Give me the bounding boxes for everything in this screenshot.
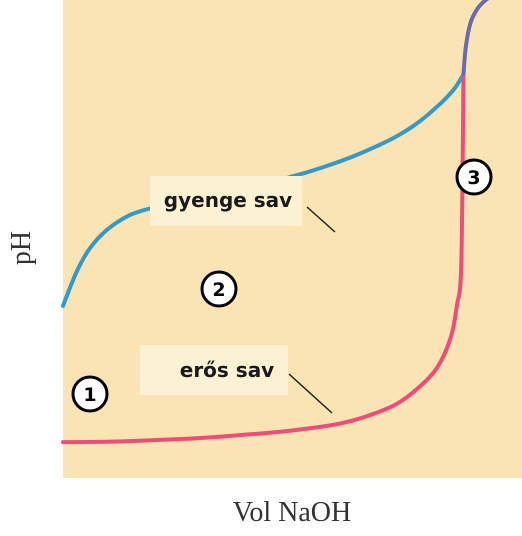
svg-text:2: 2 (212, 279, 225, 301)
plot-area (63, 0, 522, 478)
strong-acid-label-box (140, 345, 288, 395)
series-line-3 (461, 0, 490, 77)
series-line-2 (61, 72, 466, 445)
x-axis-label: Vol NaOH (233, 497, 351, 528)
strong-acid-leader-line (288, 373, 333, 414)
strong-acid-label: erős sav (180, 358, 274, 382)
weak-acid-label-box (150, 176, 302, 226)
weak-acid-label: gyenge sav (164, 188, 292, 212)
marker-3: 3 (455, 158, 493, 196)
marker-2: 2 (200, 270, 238, 308)
y-axis-label: pH (6, 231, 37, 265)
svg-text:3: 3 (467, 167, 480, 189)
marker-1: 1 (71, 375, 109, 413)
weak-acid-leader-line (306, 206, 336, 233)
svg-text:1: 1 (83, 384, 96, 406)
